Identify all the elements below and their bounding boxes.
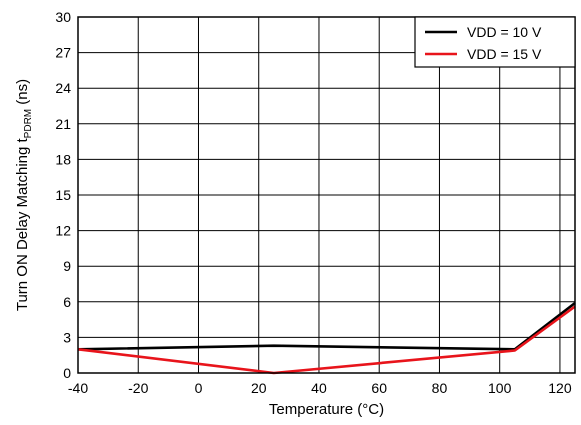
grid [77,16,575,374]
y-axis-label-unit: (ns) [14,79,31,109]
y-tick-label: 24 [55,80,71,96]
y-tick-label: 30 [55,9,71,25]
x-tick-labels: -40 -20 0 20 40 60 80 100 120 [68,380,572,396]
y-tick-label: 21 [55,116,71,132]
x-tick-label: 0 [195,380,203,396]
x-tick-label: 20 [251,380,267,396]
legend-items: VDD = 10 V VDD = 15 V [425,24,542,62]
x-tick-label: 80 [432,380,448,396]
y-tick-label: 18 [55,151,71,167]
x-tick-label: -20 [128,380,148,396]
legend-label: VDD = 15 V [467,46,542,62]
y-tick-label: 3 [63,329,71,345]
y-axis-label-main: Turn ON Delay Matching t [14,137,31,311]
series-line-vdd-10v [77,301,576,351]
plot-frame [77,16,576,374]
y-axis-label-subscript: PDRM [23,109,34,138]
y-tick-labels: 0 3 6 9 12 15 18 21 24 27 30 [55,9,71,381]
x-tick-label: 60 [371,380,387,396]
x-tick-label: 40 [311,380,327,396]
y-tick-label: 27 [55,45,71,61]
legend-label: VDD = 10 V [467,24,542,40]
y-axis-label: Turn ON Delay Matching tPDRM (ns) [14,79,34,311]
legend: VDD = 10 V VDD = 15 V [414,16,576,68]
series-lines [77,301,576,375]
series-line-vdd-15v [77,305,576,375]
y-tick-label: 0 [63,365,71,381]
y-tick-label: 15 [55,187,71,203]
x-axis-label: Temperature (°C) [269,401,384,418]
legend-box [414,16,576,68]
x-tick-label: 120 [548,380,572,396]
x-tick-label: 100 [488,380,512,396]
y-tick-label: 6 [63,294,71,310]
y-tick-label: 9 [63,258,71,274]
y-tick-label: 12 [55,223,71,239]
x-tick-label: -40 [68,380,88,396]
